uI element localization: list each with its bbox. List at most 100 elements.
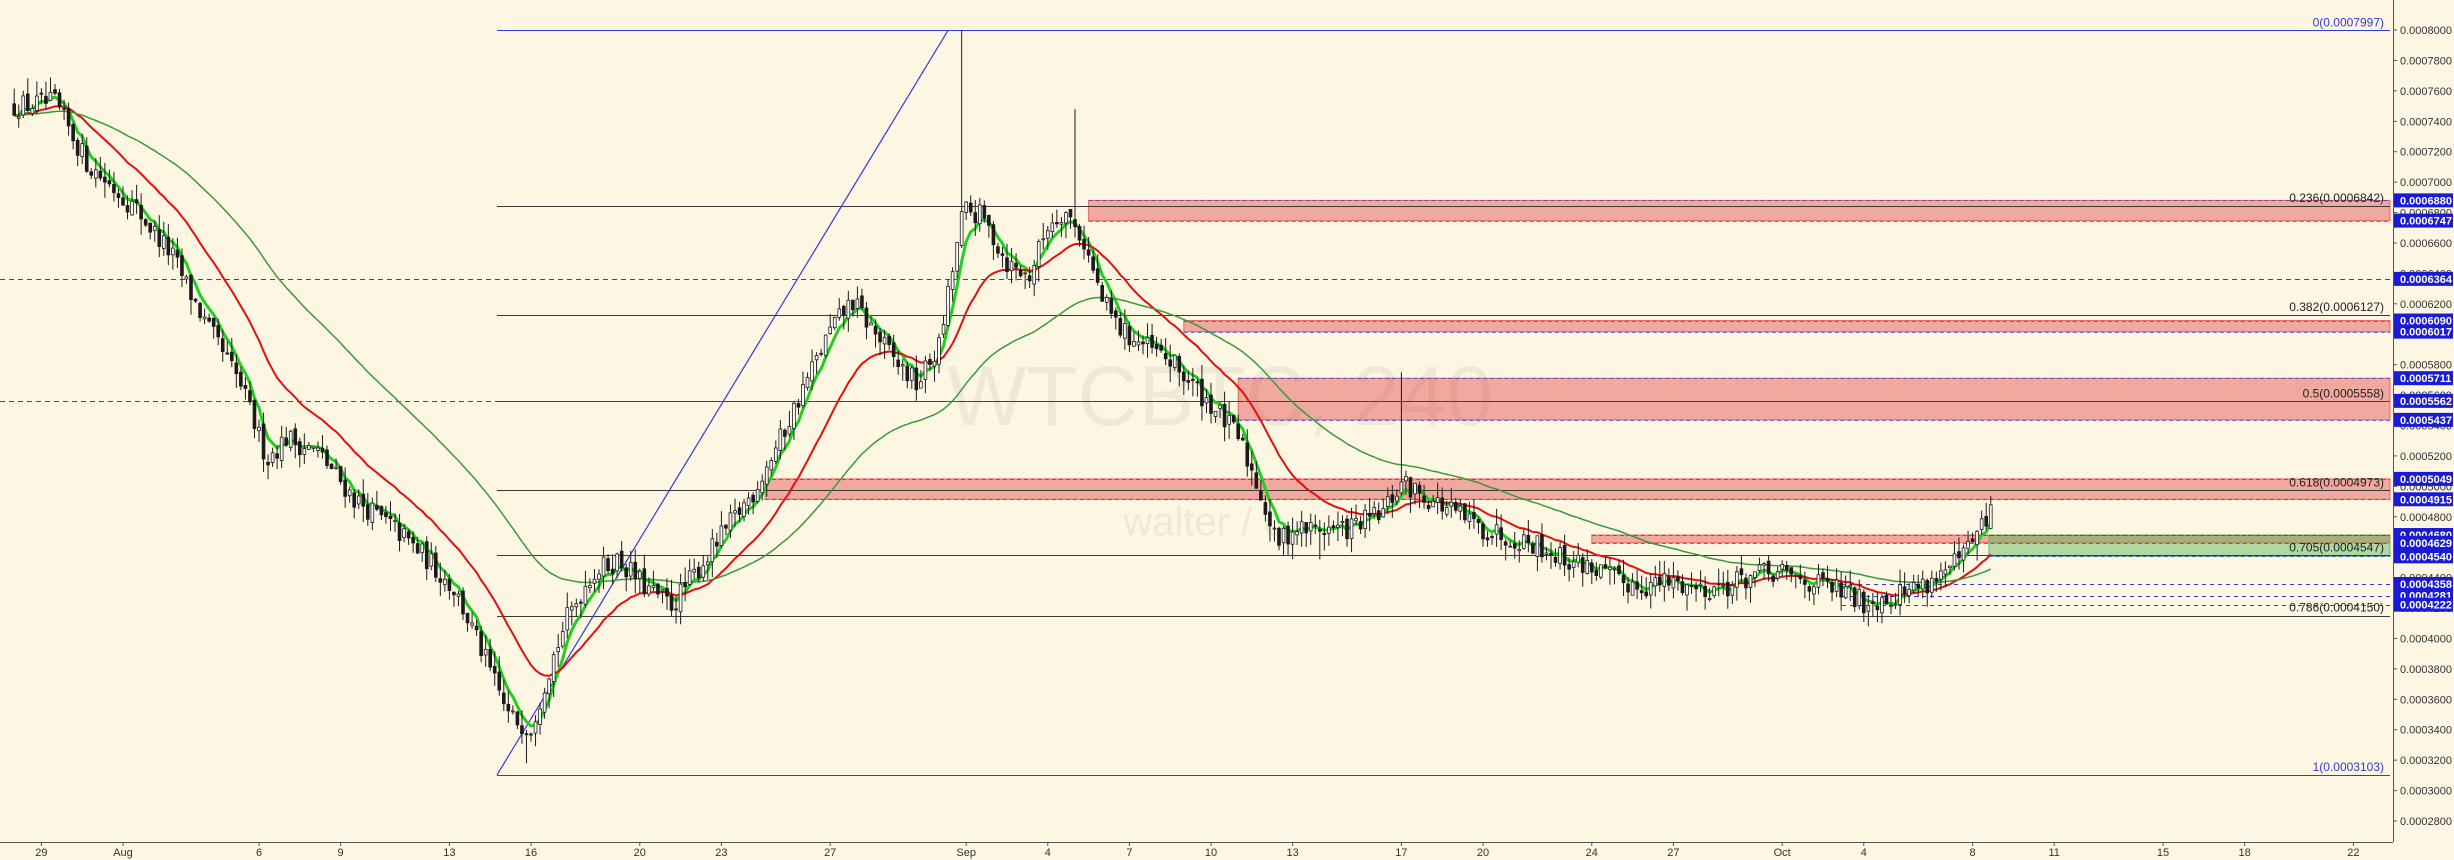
candle [692,558,697,579]
candle [660,588,665,604]
price-badge-label[interactable]: 0.0004629 [2400,538,2452,550]
candle [1041,223,1046,250]
price-badge-box[interactable] [2394,412,2453,427]
candle [1485,531,1490,547]
candle [229,337,234,368]
candle [1549,542,1553,569]
candle [828,314,833,335]
price-badge[interactable]: 0.0004540 [2394,549,2453,564]
candle-body-up [637,570,642,579]
candle [1417,481,1422,509]
price-badge[interactable]: 0.0005562 [2394,393,2453,408]
price-badge-box[interactable] [2394,549,2453,564]
price-badge-label[interactable]: 0.0006880 [2400,195,2452,207]
price-badge-box[interactable] [2394,393,2453,408]
time-axis[interactable]: 29 Aug 6 9 13 16 20 23 27 Sep 4 7 10 13 17 20 24 27 Oct 4 8 1… [0,842,2393,859]
price-badge[interactable]: 0.0006017 [2394,324,2453,339]
candle [375,490,379,512]
candle-body-up [279,436,284,461]
candle-body-down [633,561,638,580]
candle [1698,570,1703,593]
candle-body-up [1204,397,1209,404]
price-badge-box[interactable] [2394,492,2453,507]
candle [48,77,53,102]
candle [1023,270,1027,290]
candle-body-up [1385,496,1390,508]
candle [1463,502,1467,524]
price-badge-label[interactable]: 0.0004358 [2400,579,2452,591]
candle [1163,338,1168,366]
candle-body-up [801,384,805,407]
candle [959,30,964,248]
time-tick-label: 11 [2048,847,2059,859]
candle-body-down [1027,275,1032,282]
price-badge[interactable]: 0.0004222 [2394,597,2453,612]
candle [851,299,855,317]
candle-body-down [1426,504,1431,510]
candle-body-up [334,466,338,469]
price-badge[interactable]: 0.0006090 [2394,313,2453,328]
trend-line[interactable] [496,30,949,776]
price-badge[interactable]: 0.0004358 [2394,577,2453,592]
price-badge-box[interactable] [2394,213,2453,228]
candle-body-up [370,502,375,523]
candle-body-down [1499,527,1503,540]
price-badge-box[interactable] [2394,597,2453,612]
price-badge-label[interactable]: 0.0005562 [2400,396,2452,408]
candle [71,122,75,150]
price-badge[interactable]: 0.0006880 [2394,193,2453,208]
candle-body-up [773,447,778,462]
candle-body-up [1571,561,1576,568]
price-badge-label[interactable]: 0.0004540 [2400,551,2452,563]
candle [837,298,842,321]
candle [1685,584,1689,611]
price-badge[interactable]: 0.0004629 [2394,535,2453,550]
price-badge-label[interactable]: 0.0004915 [2400,494,2452,506]
candle [1662,560,1667,602]
price-badge-box[interactable] [2394,271,2453,286]
candle-body-up [1395,495,1399,502]
price-badge-box[interactable] [2394,371,2453,386]
price-badge[interactable]: 0.0006364 [2394,271,2453,286]
candle-body-down [248,390,252,403]
price-badge-label[interactable]: 0.0006364 [2400,274,2453,286]
price-badge-label[interactable]: 0.0006747 [2400,216,2452,228]
price-badge-label[interactable]: 0.0005437 [2400,415,2452,427]
price-badge-label[interactable]: 0.0006090 [2400,316,2452,328]
price-badge-label[interactable]: 0.0004222 [2400,600,2452,612]
price-badge-box[interactable] [2394,535,2453,550]
candle-body-down [1476,518,1481,524]
price-badge[interactable]: 0.0006747 [2394,213,2453,228]
price-badge-box[interactable] [2394,471,2453,486]
candle-body-down [1703,585,1707,598]
price-badge[interactable]: 0.0005711 [2394,371,2453,386]
candle-body-up [1812,586,1816,595]
candle-body-down [501,692,506,705]
price-badge-box[interactable] [2394,324,2453,339]
price-badge-box[interactable] [2394,193,2453,208]
price-badge-label[interactable]: 0.0005711 [2400,373,2451,385]
price-badge-label[interactable]: 0.0005049 [2400,474,2452,486]
price-badge[interactable]: 0.0004915 [2394,492,2453,507]
candle [656,582,660,599]
price-badge-box[interactable] [2394,313,2453,328]
price-tick-label: 0.0003400 [2400,725,2452,737]
candle-body-down [783,429,787,437]
price-badge-label[interactable]: 0.0006017 [2400,327,2452,339]
candle-body-up [710,538,715,563]
candle-body-down [175,249,180,258]
candle [946,279,950,327]
fib-anchor-line[interactable] [496,30,949,776]
candle [701,554,706,582]
candle [678,573,683,625]
price-axis[interactable]: 0.0002800 0.0003000 0.0003200 0.0003400 0.00… [2393,0,2454,860]
candle-body-down [1744,577,1748,589]
price-badge[interactable]: 0.0005437 [2394,412,2453,427]
candle-body-up [569,606,574,611]
price-badge[interactable]: 0.0005049 [2394,471,2453,486]
price-badge-box[interactable] [2394,577,2453,592]
candle [1313,514,1318,534]
candle [1889,595,1893,615]
